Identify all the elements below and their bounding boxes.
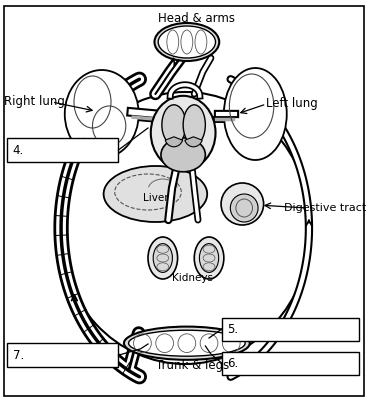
Text: Digestive tract: Digestive tract bbox=[284, 203, 366, 213]
Text: Liver: Liver bbox=[142, 193, 168, 203]
Ellipse shape bbox=[59, 92, 311, 364]
Text: 6.: 6. bbox=[227, 357, 238, 370]
Wedge shape bbox=[185, 137, 202, 147]
Ellipse shape bbox=[158, 26, 215, 58]
Wedge shape bbox=[165, 137, 182, 147]
Bar bbox=[7, 343, 118, 367]
Ellipse shape bbox=[155, 23, 219, 61]
Bar bbox=[222, 352, 359, 375]
Ellipse shape bbox=[199, 244, 219, 272]
Text: Left lung: Left lung bbox=[266, 98, 318, 110]
Text: Right lung: Right lung bbox=[4, 96, 65, 108]
Ellipse shape bbox=[65, 70, 139, 158]
Bar bbox=[7, 138, 118, 162]
Ellipse shape bbox=[221, 183, 263, 225]
Ellipse shape bbox=[183, 105, 205, 145]
Text: 7.: 7. bbox=[13, 349, 24, 362]
Ellipse shape bbox=[230, 194, 258, 222]
Ellipse shape bbox=[153, 244, 172, 272]
Text: 4.: 4. bbox=[13, 144, 24, 156]
Ellipse shape bbox=[151, 96, 215, 170]
Ellipse shape bbox=[124, 326, 250, 360]
Ellipse shape bbox=[194, 237, 224, 279]
Text: Kidneys: Kidneys bbox=[172, 273, 213, 283]
Ellipse shape bbox=[161, 138, 205, 172]
Text: Head & arms: Head & arms bbox=[158, 12, 235, 24]
Ellipse shape bbox=[129, 330, 245, 356]
Ellipse shape bbox=[162, 105, 186, 145]
Ellipse shape bbox=[224, 68, 287, 160]
Ellipse shape bbox=[104, 166, 207, 222]
Text: 5.: 5. bbox=[227, 323, 238, 336]
Bar bbox=[222, 318, 359, 341]
Text: Trunk & legs: Trunk & legs bbox=[156, 360, 229, 372]
Ellipse shape bbox=[148, 237, 178, 279]
